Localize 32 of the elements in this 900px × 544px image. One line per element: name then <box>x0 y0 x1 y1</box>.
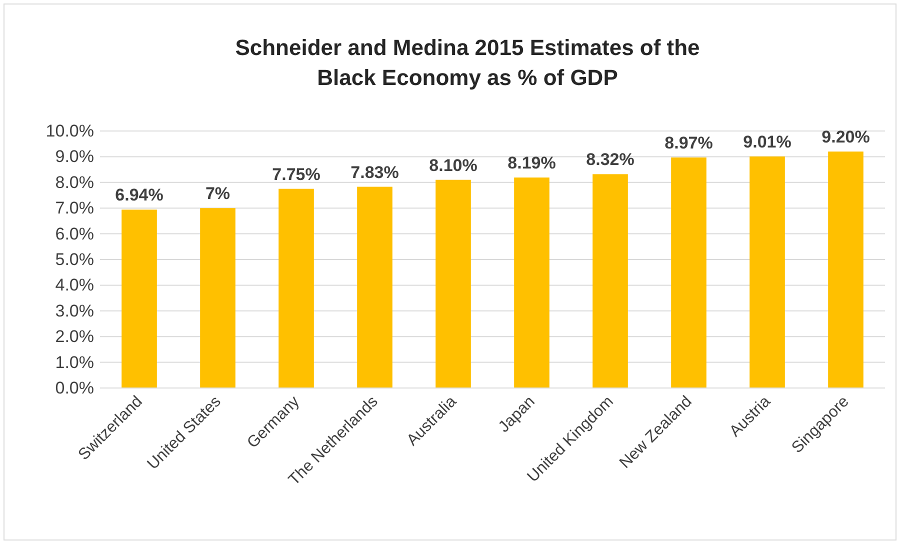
chart-title: Schneider and Medina 2015 Estimates of the Black Economy as % of GDP <box>235 35 700 90</box>
data-label: 6.94% <box>115 186 164 205</box>
data-label: 8.97% <box>664 133 713 152</box>
y-tick-label: 3.0% <box>55 301 94 320</box>
bar <box>828 152 864 388</box>
y-tick-label: 4.0% <box>55 276 94 295</box>
bar <box>592 174 628 388</box>
bar <box>671 157 706 388</box>
bar <box>357 186 392 388</box>
y-tick-label: 1.0% <box>55 352 94 372</box>
bar <box>750 156 785 388</box>
data-label: 9.01% <box>743 132 792 152</box>
y-tick-label: 2.0% <box>55 327 94 346</box>
data-label: 7.75% <box>272 164 320 184</box>
data-label: 7.83% <box>350 162 399 182</box>
bar <box>278 188 314 388</box>
y-tick-label: 10.0% <box>46 121 94 140</box>
data-label: 8.32% <box>586 150 634 170</box>
bar <box>200 208 236 388</box>
y-tick-label: 9.0% <box>55 147 94 166</box>
bar <box>436 180 471 388</box>
y-tick-label: 6.0% <box>55 224 94 244</box>
bar <box>122 210 157 388</box>
y-tick-label: 7.0% <box>55 198 94 218</box>
data-label: 8.10% <box>429 156 478 175</box>
bar <box>514 178 550 388</box>
y-tick-label: 0.0% <box>55 378 94 398</box>
data-label: 7% <box>205 184 230 204</box>
y-tick-label: 5.0% <box>55 250 94 269</box>
data-label: 8.19% <box>508 154 556 173</box>
data-label: 9.20% <box>822 128 870 147</box>
y-tick-label: 8.0% <box>55 172 94 192</box>
